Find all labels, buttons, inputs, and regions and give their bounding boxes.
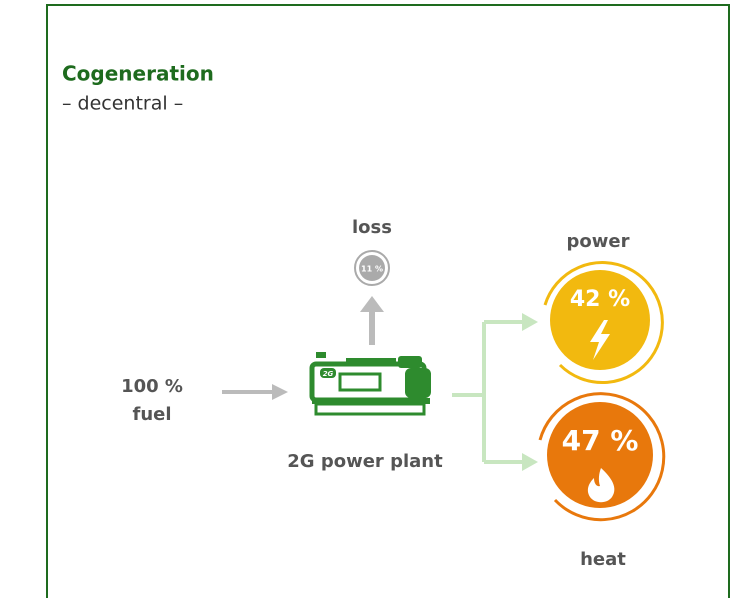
heat-arrowhead bbox=[522, 453, 538, 471]
fuel-value: 100 % bbox=[121, 376, 183, 397]
loss-arrowhead bbox=[360, 296, 384, 312]
fuel-label: fuel bbox=[132, 404, 171, 425]
page: Cogeneration – decentral – loss 11 % 100… bbox=[0, 0, 731, 598]
power-circle bbox=[550, 270, 650, 370]
power-label: power bbox=[567, 231, 630, 252]
diagram: Cogeneration – decentral – loss 11 % 100… bbox=[0, 0, 731, 598]
output-lines bbox=[452, 322, 525, 462]
plant-logo: 2G bbox=[323, 370, 334, 378]
loss-value: 11 % bbox=[361, 265, 383, 274]
plant-label: 2G power plant bbox=[287, 451, 443, 472]
plant-icon bbox=[312, 352, 431, 414]
fuel-arrowhead bbox=[272, 384, 288, 400]
power-arrowhead bbox=[522, 313, 538, 331]
subtitle: – decentral – bbox=[62, 93, 183, 115]
heat-label: heat bbox=[580, 549, 626, 570]
title: Cogeneration bbox=[62, 62, 214, 86]
power-value: 42 % bbox=[570, 287, 630, 312]
loss-label: loss bbox=[352, 217, 392, 238]
heat-value: 47 % bbox=[562, 424, 639, 457]
